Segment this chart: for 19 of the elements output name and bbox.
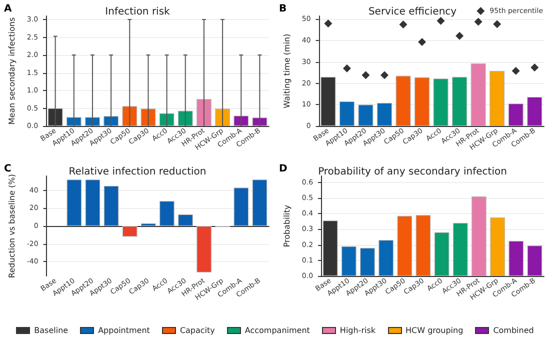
y-axis-title: Probability [282,204,292,248]
y-axis-title: Mean secondary infections [8,17,16,125]
legend-label: Appointment [98,326,150,335]
y-axis-title: Reduction vs baseline (%) [8,174,16,278]
legend-label: Accompaniment [244,326,310,335]
chart-title: Service efficiency [368,6,457,18]
text: A [4,4,12,14]
y-axis-title: Waiting time (min) [282,34,292,108]
legend-label: Combined [493,326,534,335]
chart-title: Infection risk [105,6,170,18]
text: B [279,4,287,14]
legend-label: HCW grouping [406,326,464,335]
chart-title: Probability of any secondary infection [318,166,507,178]
chart-title: Relative infection reduction [68,166,206,178]
text: D [279,164,288,174]
legend-label: Baseline [34,326,68,335]
text: C [4,164,12,174]
legend-label: Capacity [180,326,215,335]
legend-label: High-risk [340,326,376,335]
